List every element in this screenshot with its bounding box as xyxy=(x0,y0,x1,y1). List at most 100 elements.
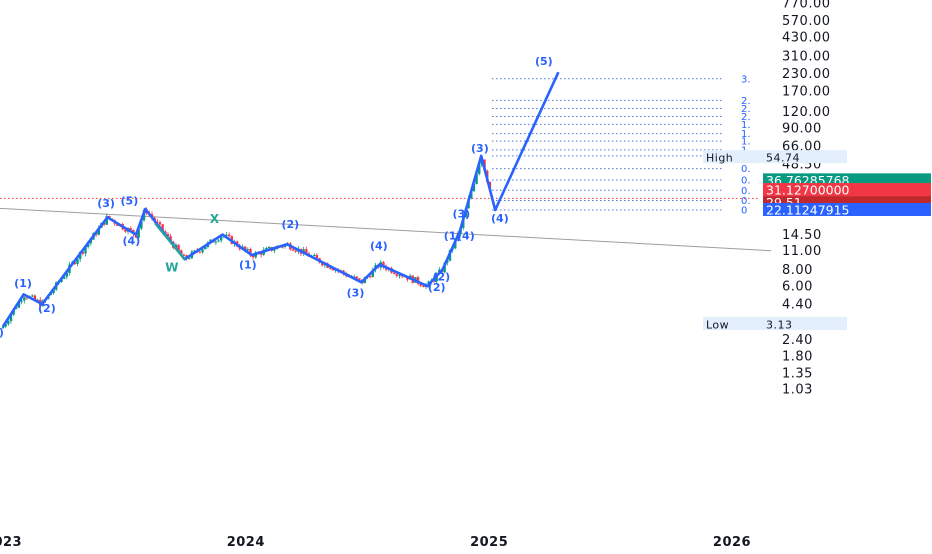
candle-body xyxy=(291,249,295,251)
candle-body xyxy=(31,295,34,297)
fib-level-label: 2. xyxy=(741,96,751,107)
candle-body xyxy=(273,249,276,251)
wave-layer xyxy=(1,71,560,328)
candle-body xyxy=(73,262,77,265)
fib-level-label: 2. xyxy=(741,104,751,115)
wxy-label: X xyxy=(210,212,220,226)
wave-count-label: (1) xyxy=(14,277,32,290)
blue-level-tag: 22.11247915 xyxy=(766,202,850,217)
candle-body xyxy=(227,234,231,237)
candle-body xyxy=(62,276,66,279)
candle-body xyxy=(198,251,202,253)
wave-count-label: (2) xyxy=(432,271,450,284)
wave-count-label: (5) xyxy=(535,55,553,68)
wave-count-label: (2) xyxy=(38,302,56,315)
candle-body xyxy=(193,250,196,252)
y-tick-label: 8.00 xyxy=(782,263,813,278)
wave-count-label: (1) xyxy=(444,230,462,243)
low-label: Low xyxy=(706,318,729,331)
candle-body xyxy=(84,246,87,254)
x-tick-label: 2024 xyxy=(227,535,265,550)
candle-body xyxy=(475,174,478,185)
y-tick-label: 14.50 xyxy=(782,228,822,243)
w-wave-segment xyxy=(154,222,186,261)
y-tick-label: 4.40 xyxy=(782,298,813,313)
trendline-layer xyxy=(0,197,772,252)
fib-level-label: 1. xyxy=(741,129,751,140)
wave-count-label: (3) xyxy=(471,142,489,155)
candle-body xyxy=(281,246,284,248)
candle-body xyxy=(7,321,10,325)
candle-body xyxy=(161,224,164,232)
candle-body xyxy=(246,249,249,251)
red-level-tag-bg xyxy=(763,183,931,197)
y-tick-label: 6.00 xyxy=(782,280,813,295)
candle-body xyxy=(129,228,132,230)
red-level-tag: 31.12700000 xyxy=(766,183,850,198)
wave-count-label: (2) xyxy=(428,281,446,294)
candle-body xyxy=(76,259,79,265)
candle-body xyxy=(166,234,170,237)
wave-count-label: (3) xyxy=(452,208,470,221)
wave-count-label: (3) xyxy=(97,197,115,210)
y-tick-label: 2.40 xyxy=(782,333,813,348)
candle-body xyxy=(419,283,422,286)
fib-level-label: 1. xyxy=(741,120,751,131)
candle-body xyxy=(478,165,481,175)
wave-count-label: (4) xyxy=(457,230,475,243)
candle-body xyxy=(140,220,143,229)
candle-body xyxy=(265,248,268,250)
candle-body xyxy=(23,297,26,301)
wave-count-label: (4) xyxy=(123,235,141,248)
candle-body xyxy=(321,262,324,266)
candle-body xyxy=(33,295,37,300)
candle-body xyxy=(371,269,375,278)
candles-layer xyxy=(1,159,492,329)
y-tick-label: 310.00 xyxy=(782,50,831,65)
candle-body xyxy=(267,247,271,249)
candle-body xyxy=(472,184,476,192)
time-axis[interactable]: 2023 2024 2025 2026 xyxy=(0,535,751,550)
fib-level-label: 0. xyxy=(741,176,751,187)
fib-level-label: 0. xyxy=(741,164,751,175)
fib-level-label: 3. xyxy=(741,74,751,85)
candle-body xyxy=(17,301,21,308)
candle-body xyxy=(188,258,191,260)
candle-body xyxy=(137,228,140,238)
y-tick-label: 1.03 xyxy=(782,382,813,397)
candle-body xyxy=(392,272,396,274)
candle-body xyxy=(156,221,159,223)
candle-body xyxy=(352,276,356,278)
candle-body xyxy=(4,324,7,327)
candle-body xyxy=(358,278,361,280)
candle-body xyxy=(329,267,332,269)
fib-level-label: 2. xyxy=(741,112,751,123)
candle-body xyxy=(432,280,436,282)
fib-level-label: 1. xyxy=(741,137,751,148)
price-axis[interactable]: 2,500.001,900.001,400.001,050.00770.0057… xyxy=(782,0,844,397)
candle-body xyxy=(243,246,247,250)
candle-body xyxy=(52,289,55,293)
wave-count-label: (5) xyxy=(121,195,139,208)
y-tick-label: 11.00 xyxy=(782,244,822,259)
candle-body xyxy=(201,249,204,253)
x-tick-label: 2023 xyxy=(0,535,22,550)
high-value: 54.74 xyxy=(766,152,800,165)
candle-body xyxy=(86,243,90,247)
price-block-line: 22:22:53 xyxy=(766,217,822,232)
candle-body xyxy=(9,314,13,322)
candle-body xyxy=(395,273,398,276)
wave-count-label: (4) xyxy=(370,240,388,253)
candle-body xyxy=(315,254,319,259)
trendline xyxy=(0,207,772,252)
low-label-bg xyxy=(703,316,763,330)
candle-body xyxy=(15,307,18,309)
fib-level-label: 0. xyxy=(741,196,751,207)
candle-body xyxy=(214,241,218,243)
candle-body xyxy=(249,249,252,256)
candle-body xyxy=(65,272,69,277)
candle-body xyxy=(398,275,401,277)
elliott-wave-path xyxy=(1,71,560,328)
